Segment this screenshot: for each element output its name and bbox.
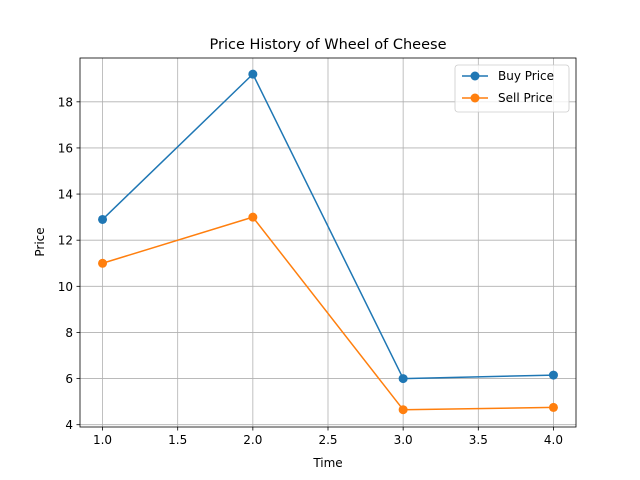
chart-title: Price History of Wheel of Cheese bbox=[210, 37, 447, 53]
x-tick-label: 3.5 bbox=[469, 433, 488, 447]
data-point-sell-price bbox=[248, 212, 258, 222]
y-tick-label: 18 bbox=[58, 95, 73, 109]
x-axis-label: Time bbox=[312, 456, 342, 470]
data-point-sell-price bbox=[548, 402, 558, 412]
legend-label-buy-price: Buy Price bbox=[498, 69, 554, 83]
y-tick-label: 4 bbox=[65, 418, 73, 432]
y-tick-label: 14 bbox=[58, 188, 73, 202]
legend-label-sell-price: Sell Price bbox=[498, 91, 553, 105]
x-tick-label: 1.0 bbox=[93, 433, 112, 447]
data-point-buy-price bbox=[398, 374, 408, 384]
legend-marker-sell-price bbox=[470, 93, 480, 103]
y-tick-label: 8 bbox=[65, 326, 73, 340]
data-point-buy-price bbox=[248, 69, 258, 79]
data-point-buy-price bbox=[98, 214, 108, 224]
legend: Buy Price Sell Price bbox=[454, 64, 570, 113]
series-line-sell-price bbox=[102, 216, 554, 411]
grid bbox=[80, 58, 576, 427]
y-tick-label: 16 bbox=[58, 141, 73, 155]
y-tick-label: 12 bbox=[58, 234, 73, 248]
series-layer bbox=[98, 69, 558, 415]
y-tick-label: 6 bbox=[65, 372, 73, 386]
series-line-buy-price bbox=[102, 73, 554, 380]
x-tick-label: 3.0 bbox=[394, 433, 413, 447]
x-tick-label: 1.5 bbox=[168, 433, 187, 447]
x-tick-label: 2.0 bbox=[243, 433, 262, 447]
ticks: 1.0 1.5 2.0 2.5 3.0 3.5 4.0 4 6 8 10 12 14 16 18 bbox=[58, 95, 563, 447]
x-tick-label: 2.5 bbox=[318, 433, 337, 447]
data-point-buy-price bbox=[548, 370, 558, 380]
y-axis-label: Price bbox=[33, 227, 47, 256]
legend-marker-buy-price bbox=[470, 71, 480, 81]
data-point-sell-price bbox=[98, 258, 108, 268]
x-tick-label: 4.0 bbox=[544, 433, 563, 447]
data-point-sell-price bbox=[398, 405, 408, 415]
y-tick-label: 10 bbox=[58, 280, 73, 294]
